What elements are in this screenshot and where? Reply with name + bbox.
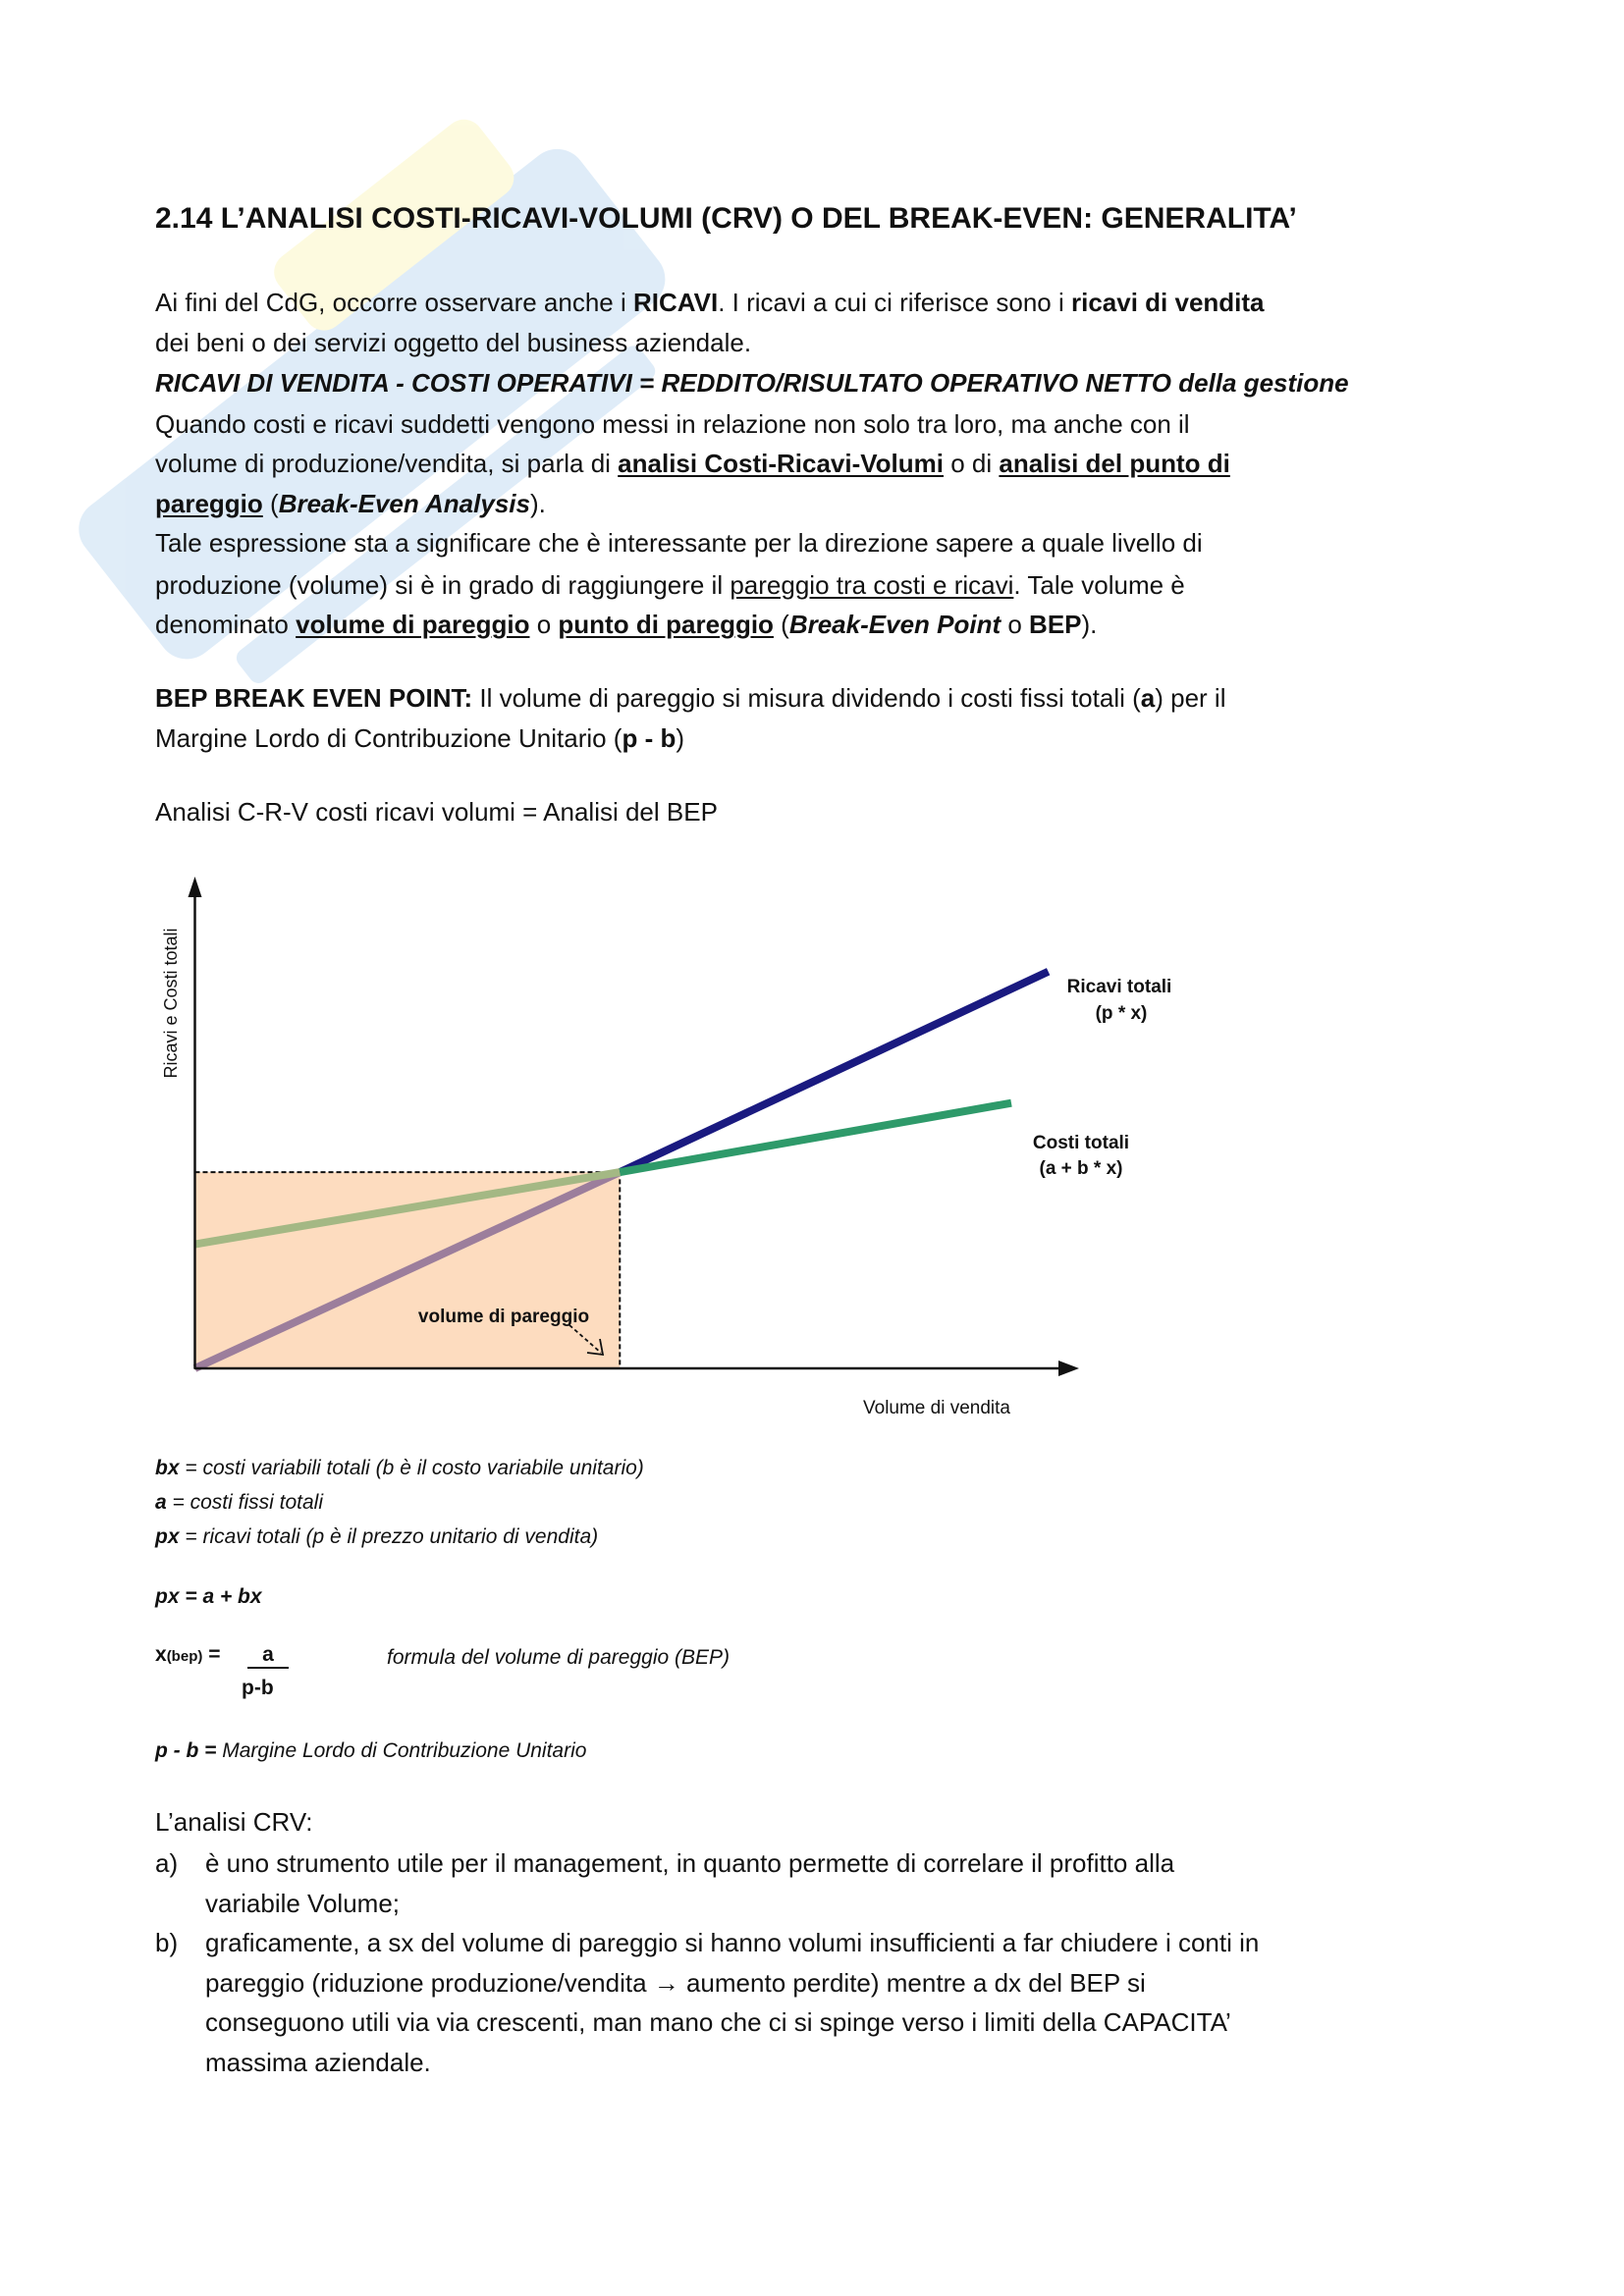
text-segment: volume di pareggio	[296, 610, 530, 640]
series-formula-costi: (a + b * x)	[1040, 1158, 1123, 1179]
conclusion-intro: L’analisi CRV:	[155, 1806, 313, 1837]
text-segment: Il volume di pareggio si misura dividend…	[472, 683, 1141, 714]
text-segment: BEP BREAK EVEN POINT:	[155, 683, 473, 714]
text-segment: pareggio tra costi e ricavi	[730, 569, 1014, 600]
text-segment: RICAVI DI VENDITA - COSTI OPERATIVI = RE…	[155, 367, 1349, 398]
text-segment: a	[1140, 683, 1156, 714]
formula-denominator: p-b	[242, 1677, 274, 1699]
text-segment: = ricavi totali (p è il prezzo unitario …	[179, 1524, 599, 1548]
y-axis-label: Ricavi e Costi totali	[161, 928, 181, 1078]
text-segment: ).	[1081, 610, 1098, 640]
formula-variable: x	[155, 1643, 167, 1666]
legend-note: px = a + bx	[155, 1583, 262, 1611]
list-item-line: graficamente, a sx del volume di pareggi…	[205, 1928, 1260, 1958]
x-axis-arrow-icon	[1058, 1361, 1079, 1376]
text-segment: BEP	[1029, 610, 1082, 640]
y-axis-arrow-icon	[188, 877, 202, 897]
text-segment: RICAVI	[633, 288, 719, 318]
series-line-ricavi	[618, 968, 1051, 1176]
paragraph-line: Quando costi e ricavi suddetti vengono m…	[155, 406, 1190, 442]
paragraph-line: Analisi C-R-V costi ricavi volumi = Anal…	[155, 794, 718, 829]
text-segment: px = a + bx	[155, 1585, 262, 1609]
formula-subscript: (bep)	[166, 1648, 203, 1665]
text-segment: Margine Lordo di Contribuzione Unitario	[222, 1738, 587, 1762]
text-segment: volume di produzione/vendita, si parla d…	[155, 449, 619, 479]
text-segment: (	[262, 488, 279, 518]
series-formula-ricavi: (p * x)	[1096, 1003, 1148, 1024]
text-segment: = costi variabili totali (b è il costo v…	[179, 1457, 644, 1480]
text-segment: analisi Costi-Ricavi-Volumi	[618, 449, 944, 479]
paragraph-line: volume di produzione/vendita, si parla d…	[155, 446, 1230, 481]
arrow-head-icon	[586, 1338, 605, 1357]
page-title: 2.14 L’ANALISI COSTI-RICAVI-VOLUMI (CRV)…	[155, 202, 1297, 235]
text-segment: Ai fini del CdG, occorre osservare anche…	[155, 288, 633, 318]
list-item-line: è uno strumento utile per il management,…	[205, 1848, 1175, 1879]
text-segment: Quando costi e ricavi suddetti vengono m…	[155, 408, 1190, 439]
text-segment: . Tale volume è	[1013, 569, 1185, 600]
paragraph-line: dei beni o dei servizi oggetto del busin…	[155, 325, 751, 360]
list-item-line: variabile Volume;	[205, 1888, 400, 1918]
text-segment: . I ricavi a cui ci riferisce sono i	[718, 288, 1071, 318]
list-marker: b)	[155, 1928, 179, 1958]
list-item-line: massima aziendale.	[205, 2048, 431, 2078]
series-label-costi: Costi totali	[1033, 1133, 1129, 1153]
series-line-costi	[193, 1168, 621, 1249]
paragraph-line: pareggio (Break-Even Analysis).	[155, 486, 546, 521]
series-line-costi	[619, 1098, 1012, 1177]
list-item-line: pareggio (riduzione produzione/vendita →…	[205, 1967, 1146, 1998]
formula-numerator: a	[247, 1643, 289, 1669]
paragraph-line: RICAVI DI VENDITA - COSTI OPERATIVI = RE…	[155, 365, 1349, 400]
paragraph-line: denominato volume di pareggio o punto di…	[155, 607, 1097, 642]
paragraph-line: Tale espressione sta a significare che è…	[155, 525, 1203, 561]
text-segment: Tale espressione sta a significare che è…	[155, 528, 1203, 559]
text-segment: punto di pareggio	[558, 610, 774, 640]
formula-equals: =	[208, 1643, 221, 1666]
text-segment: p - b =	[155, 1738, 223, 1762]
text-segment: denominato	[155, 610, 297, 640]
paragraph-line: produzione (volume) si è in grado di rag…	[155, 567, 1185, 603]
text-segment: Analisi C-R-V costi ricavi volumi = Anal…	[155, 797, 718, 828]
break-even-pointer	[568, 1324, 602, 1354]
formula-lhs: x(bep) =	[155, 1643, 220, 1667]
paragraph-line: Margine Lordo di Contribuzione Unitario …	[155, 721, 684, 756]
text-segment: ricavi di vendita	[1070, 288, 1265, 318]
break-even-label: volume di pareggio	[418, 1307, 589, 1327]
paragraph-line: BEP BREAK EVEN POINT: Il volume di pareg…	[155, 680, 1225, 716]
text-segment: o	[529, 610, 559, 640]
text-segment: p - b	[622, 723, 677, 753]
series-label-ricavi: Ricavi totali	[1067, 977, 1172, 997]
list-marker: a)	[155, 1848, 179, 1879]
paragraph-line: Ai fini del CdG, occorre osservare anche…	[155, 285, 1265, 320]
text-segment: ).	[529, 488, 546, 518]
list-item-line: conseguono utili via via crescenti, man …	[205, 2007, 1231, 2038]
legend-note: bx = costi variabili totali (b è il cost…	[155, 1455, 644, 1482]
text-segment: = costi fissi totali	[166, 1491, 323, 1515]
text-segment: o di	[944, 449, 1000, 479]
legend-note: px = ricavi totali (p è il prezzo unitar…	[155, 1523, 598, 1551]
text-segment: bx	[155, 1457, 180, 1480]
series-line-ricavi	[192, 1168, 622, 1372]
text-segment: px	[155, 1524, 180, 1548]
text-segment: Margine Lordo di Contribuzione Unitario …	[155, 723, 623, 753]
text-segment: produzione (volume) si è in grado di rag…	[155, 569, 731, 600]
x-axis-label: Volume di vendita	[863, 1398, 1010, 1418]
text-segment: a	[155, 1491, 167, 1515]
text-segment: ) per il	[1155, 683, 1226, 714]
text-segment: (	[773, 610, 789, 640]
formula-description: formula del volume di pareggio (BEP)	[387, 1646, 731, 1669]
text-segment: )	[676, 723, 685, 753]
text-segment: pareggio	[155, 488, 263, 518]
legend-note: p - b = Margine Lordo di Contribuzione U…	[155, 1737, 586, 1765]
text-segment: dei beni o dei servizi oggetto del busin…	[155, 327, 752, 357]
text-segment: Break-Even Analysis	[278, 488, 530, 518]
text-segment: o	[1001, 610, 1030, 640]
legend-note: a = costi fissi totali	[155, 1489, 323, 1517]
text-segment: Break-Even Point	[788, 610, 1001, 640]
text-segment: analisi del punto di	[999, 449, 1230, 479]
